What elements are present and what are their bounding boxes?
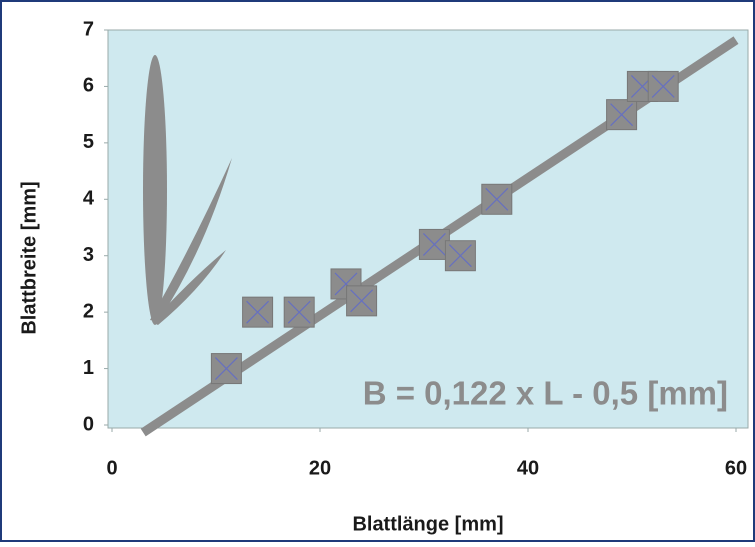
x-tick-label: 60 (725, 457, 747, 479)
data-point (346, 285, 378, 317)
x-tick-label: 0 (106, 457, 117, 479)
data-point (418, 228, 450, 260)
y-tick-label: 6 (83, 75, 94, 97)
leaf-icon (143, 55, 232, 325)
data-point (283, 296, 315, 328)
data-point (330, 268, 362, 300)
data-point (481, 183, 513, 215)
y-axis-label: Blattbreite [mm] (18, 181, 40, 334)
data-point (647, 70, 679, 102)
y-tick-label: 2 (83, 300, 94, 322)
x-axis-label: Blattlänge [mm] (352, 513, 503, 535)
data-point (444, 240, 476, 272)
x-tick-label: 20 (309, 457, 331, 479)
y-tick-label: 4 (83, 188, 95, 210)
y-tick-label: 1 (83, 357, 94, 379)
y-tick-label: 5 (83, 131, 94, 153)
y-tick-label: 3 (83, 244, 94, 266)
y-tick-label: 7 (83, 18, 94, 40)
x-tick-label: 40 (517, 457, 539, 479)
equation: B = 0,122 x L - 0,5 [mm] (363, 375, 728, 412)
data-point (242, 296, 274, 328)
y-tick-label: 0 (83, 413, 94, 435)
data-point (606, 99, 638, 131)
data-point (210, 353, 242, 385)
